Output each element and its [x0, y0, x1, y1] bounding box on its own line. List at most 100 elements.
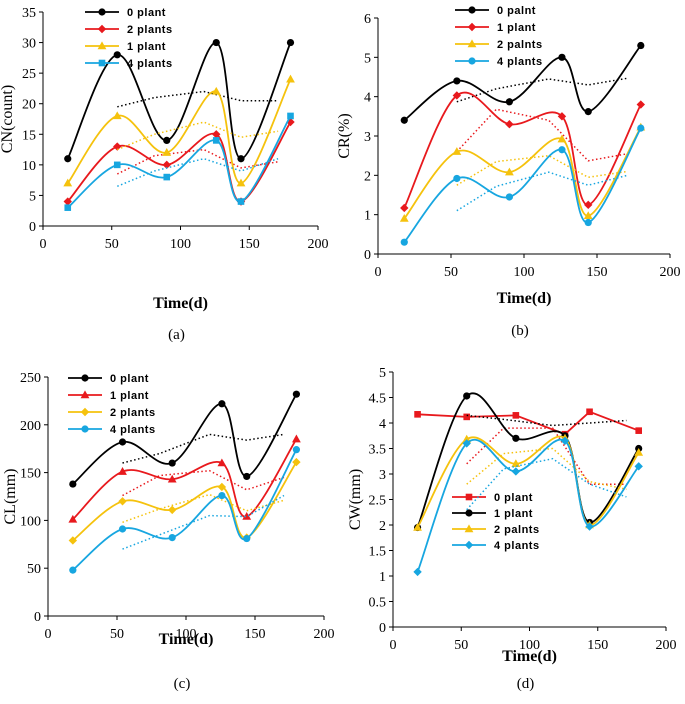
- data-point: [636, 100, 645, 109]
- data-point: [511, 467, 521, 476]
- legend-label: 0 plant: [110, 373, 149, 385]
- x-tick-label: 0: [40, 237, 47, 252]
- trend-line: [456, 77, 628, 103]
- y-tick-label: 6: [364, 12, 371, 27]
- x-tick-label: 100: [514, 265, 535, 280]
- data-point: [637, 41, 645, 50]
- panel-label: (d): [517, 676, 535, 692]
- data-point: [400, 238, 408, 246]
- data-point: [586, 408, 593, 416]
- y-tick-label: 200: [20, 419, 41, 434]
- data-point: [558, 53, 566, 61]
- legend-entry: 0 plant: [452, 492, 532, 504]
- x-tick-label: 50: [454, 638, 468, 653]
- y-tick-label: 10: [22, 159, 36, 174]
- series-2: [413, 433, 644, 531]
- data-point: [218, 491, 226, 500]
- legend-marker: [467, 22, 477, 32]
- data-point: [212, 130, 221, 139]
- x-tick-label: 200: [656, 638, 677, 653]
- series-1: [400, 91, 645, 213]
- series-line: [72, 449, 298, 571]
- x-tick-label: 200: [308, 237, 329, 252]
- series-line: [66, 41, 292, 160]
- y-tick-label: 4: [379, 417, 386, 432]
- y-axis-label: CW(mm): [347, 469, 364, 530]
- x-axis-label: Time(d): [502, 648, 557, 665]
- data-point: [634, 447, 644, 456]
- y-tick-label: 100: [20, 514, 41, 529]
- x-tick-label: 100: [176, 627, 197, 642]
- legend-marker: [80, 407, 90, 417]
- y-tick-label: 1: [364, 209, 371, 224]
- y-tick-label: 20: [22, 98, 36, 113]
- data-point: [584, 200, 593, 210]
- legend-marker: [98, 8, 106, 16]
- x-tick-label: 100: [519, 638, 540, 653]
- series-line: [67, 78, 292, 185]
- data-point: [237, 198, 245, 205]
- y-tick-label: 1.5: [369, 545, 387, 560]
- y-tick-label: 2: [379, 519, 386, 534]
- data-point: [413, 522, 422, 531]
- x-axis-label: Time(d): [159, 631, 214, 648]
- data-point: [63, 197, 72, 206]
- legend-entry: 4 plants: [452, 540, 540, 552]
- legend-label: 1 plant: [110, 390, 149, 402]
- legend-marker: [464, 540, 474, 550]
- data-point: [560, 436, 570, 446]
- legend-marker: [465, 509, 473, 517]
- y-tick-label: 5: [379, 366, 386, 381]
- y-tick-label: 35: [22, 6, 36, 21]
- data-point: [292, 457, 301, 467]
- data-point: [113, 51, 121, 59]
- legend-label: 1 plant: [494, 508, 533, 520]
- y-tick-label: 250: [20, 371, 41, 386]
- data-point: [400, 203, 409, 213]
- trend-line: [117, 157, 279, 187]
- y-tick-label: 25: [22, 67, 36, 82]
- data-point: [242, 511, 252, 520]
- trend-line: [117, 90, 279, 108]
- x-tick-label: 150: [245, 627, 266, 642]
- data-point: [167, 474, 177, 483]
- series-3: [400, 124, 645, 246]
- x-axis-label: Time(d): [497, 290, 552, 307]
- trend-line: [466, 427, 627, 485]
- x-axis-label: Time(d): [153, 295, 208, 312]
- data-point: [558, 146, 566, 154]
- legend-entry: 1 plant: [68, 390, 149, 402]
- data-point: [243, 534, 251, 543]
- data-point: [112, 111, 122, 120]
- x-tick-label: 150: [587, 638, 608, 653]
- x-tick-label: 150: [239, 237, 260, 252]
- data-point: [453, 174, 461, 183]
- data-point: [505, 193, 513, 201]
- legend-marker: [468, 57, 476, 65]
- series-line: [416, 435, 640, 528]
- data-point: [118, 438, 127, 446]
- data-point: [118, 467, 127, 475]
- data-point: [584, 218, 592, 227]
- y-tick-label: 50: [27, 562, 41, 577]
- legend-entry: 1 plant: [455, 22, 535, 34]
- legend-marker: [97, 24, 107, 34]
- series-line: [417, 410, 640, 436]
- data-point: [637, 124, 645, 132]
- data-point: [162, 148, 172, 156]
- legend-entry: 0 plant: [68, 373, 149, 385]
- trend-line: [466, 447, 627, 491]
- legend-entry: 2 palnts: [452, 524, 539, 536]
- data-point: [212, 137, 220, 144]
- series-line: [403, 91, 642, 209]
- trend-line: [122, 493, 285, 524]
- y-tick-label: 0: [379, 621, 386, 636]
- data-point: [211, 86, 221, 95]
- data-point: [452, 147, 462, 155]
- y-tick-label: 0: [34, 610, 41, 625]
- series-line: [403, 126, 642, 220]
- data-point: [287, 112, 294, 120]
- trend-line: [122, 469, 285, 497]
- legend-label: 4 plants: [494, 540, 540, 552]
